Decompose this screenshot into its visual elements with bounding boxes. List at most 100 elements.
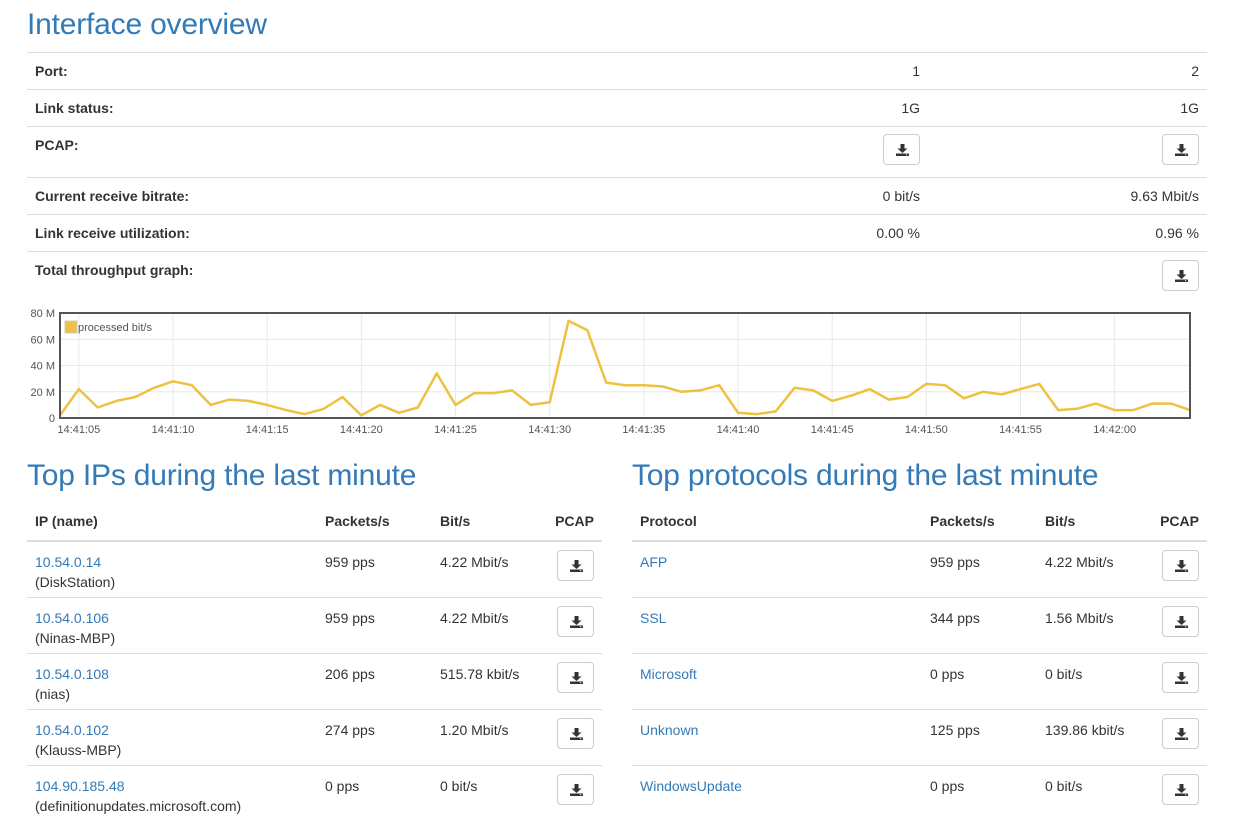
protocol-link[interactable]: AFP (640, 554, 668, 570)
data-point (417, 406, 419, 409)
data-point (906, 396, 909, 398)
top-protocols-title: Top protocols during the last minute (632, 459, 1099, 492)
ip-link[interactable]: 10.54.0.106 (35, 609, 109, 626)
protocol-link[interactable]: SSL (640, 609, 667, 626)
x-tick-label: 14:41:50 (905, 424, 948, 436)
pcap-row: PCAP: (27, 126, 1207, 178)
protocol-link[interactable]: Unknown (640, 721, 699, 738)
packets-cell: 125 pps (922, 708, 1037, 765)
port-label: Port: (27, 52, 473, 90)
table-row: 10.54.0.102 (Klauss-MBP) 274 pps 1.20 Mbit/… (27, 708, 602, 765)
pcap-download-button[interactable] (1162, 773, 1199, 805)
pcap-download-button[interactable] (557, 773, 594, 805)
bitrate-cell: 515.78 kbit/s (432, 652, 547, 709)
table-row: 104.90.185.48 (definitionupdates.microsof… (27, 764, 602, 821)
download-icon (1175, 783, 1188, 796)
data-point (793, 387, 796, 389)
pcap-download-button[interactable] (1162, 717, 1199, 749)
packets-column-header: Packets/s (922, 502, 1037, 542)
pcap-column-header: PCAP (547, 502, 602, 542)
protocol-link[interactable]: WindowsUpdate (640, 777, 742, 794)
pcap-download-button[interactable] (557, 717, 594, 749)
pcap-download-button[interactable] (1162, 605, 1199, 637)
protocol-link[interactable]: Microsoft (640, 665, 697, 682)
throughput-graph-row: Total throughput graph: (27, 251, 1207, 294)
data-point (153, 387, 155, 389)
bitrate-1-value: 0 bit/s (473, 177, 928, 215)
top-ips-table: IP (name) Packets/s Bit/s PCAP 10.54.0.1… (27, 502, 602, 821)
throughput-graph-download-button[interactable] (1162, 260, 1199, 291)
data-point (680, 390, 683, 393)
ip-link[interactable]: 10.54.0.14 (35, 554, 102, 570)
packets-cell: 959 pps (317, 596, 432, 653)
pcap-download-button[interactable] (1162, 550, 1199, 581)
pcap-download-button[interactable] (557, 550, 594, 581)
bitrate-cell: 139.86 kbit/s (1037, 708, 1152, 765)
table-row: WindowsUpdate 0 pps 0 bit/s (632, 764, 1207, 821)
bitrate-column-header: Bit/s (1037, 502, 1152, 542)
data-point (831, 400, 833, 402)
data-point (1057, 409, 1059, 411)
ip-link[interactable]: 10.54.0.108 (35, 665, 109, 682)
pcap-port-2-download-button[interactable] (1162, 134, 1199, 165)
data-point (718, 384, 720, 386)
bitrate-label: Current receive bitrate: (27, 177, 473, 215)
utilization-2-value: 0.96 % (928, 214, 1207, 252)
download-icon (1175, 727, 1188, 740)
ip-link[interactable]: 10.54.0.102 (35, 721, 109, 738)
bitrate-cell: 0 bit/s (432, 764, 547, 821)
data-point (887, 398, 890, 401)
download-icon (1175, 671, 1188, 684)
bitrate-cell: 1.20 Mbit/s (432, 708, 547, 765)
download-icon (570, 783, 583, 796)
packets-cell: 0 pps (317, 764, 432, 821)
data-point (567, 320, 570, 322)
throughput-graph-label: Total throughput graph: (27, 251, 473, 294)
ip-link[interactable]: 104.90.185.48 (35, 777, 125, 794)
data-point (624, 384, 626, 386)
table-row: AFP 959 pps 4.22 Mbit/s (632, 541, 1207, 597)
x-tick-label: 14:41:10 (152, 424, 195, 436)
data-point (454, 404, 457, 406)
data-point (96, 406, 99, 409)
packets-cell: 274 pps (317, 708, 432, 765)
pcap-download-button[interactable] (557, 605, 594, 637)
data-point (379, 404, 381, 406)
data-point (661, 385, 664, 388)
table-row: SSL 344 pps 1.56 Mbit/s (632, 596, 1207, 653)
download-icon (1175, 560, 1188, 572)
data-point (1151, 402, 1154, 405)
data-point (1170, 402, 1172, 405)
port-2-value: 2 (928, 52, 1207, 90)
data-point (78, 388, 80, 390)
y-tick-label: 80 M (31, 308, 55, 320)
data-point (172, 380, 174, 383)
pcap-label: PCAP: (27, 126, 473, 178)
port-row: Port: 1 2 (27, 52, 1207, 90)
interface-overview-table: Port: 1 2 Link status: 1G 1G PCAP: Curre… (27, 52, 1207, 294)
legend-swatch (64, 320, 78, 334)
data-point (1000, 393, 1003, 396)
data-point (1132, 409, 1135, 411)
pcap-download-button[interactable] (557, 661, 594, 693)
packets-cell: 959 pps (325, 554, 375, 570)
bitrate-cell: 0 bit/s (1037, 652, 1152, 709)
pcap-download-button[interactable] (1162, 661, 1199, 693)
download-icon (570, 671, 583, 684)
table-row: Microsoft 0 pps 0 bit/s (632, 652, 1207, 709)
host-name: (DiskStation) (35, 574, 116, 590)
data-point (209, 404, 212, 406)
pcap-port-1-download-button[interactable] (883, 134, 920, 165)
data-point (473, 392, 476, 394)
pcap-column-header: PCAP (1152, 502, 1207, 542)
data-point (134, 396, 137, 398)
bitrate-cell: 0 bit/s (1037, 764, 1152, 821)
data-point (737, 411, 739, 414)
host-name: (Klauss-MBP) (35, 741, 122, 758)
data-point (774, 410, 777, 413)
data-point (1076, 408, 1078, 410)
download-icon (570, 727, 583, 740)
bitrate-cell: 4.22 Mbit/s (1045, 554, 1114, 570)
data-point (548, 401, 551, 404)
data-point (341, 396, 344, 398)
